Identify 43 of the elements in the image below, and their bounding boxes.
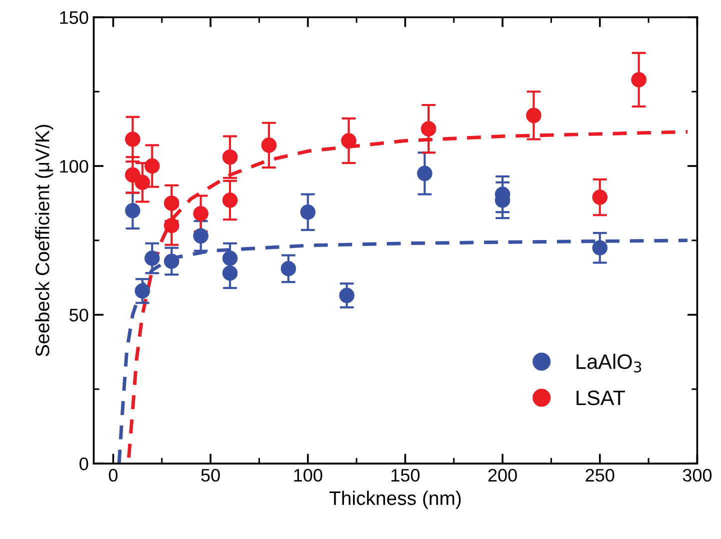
line-series xyxy=(117,238,690,464)
y-axis-title: Seebeck Coefficient (μV/K) xyxy=(35,124,54,356)
point xyxy=(164,218,180,234)
point xyxy=(164,196,180,211)
point xyxy=(280,261,296,276)
x-tick-label: 100 xyxy=(294,468,322,482)
point xyxy=(222,149,238,165)
point xyxy=(222,250,238,266)
x-tick-label: 50 xyxy=(201,468,220,482)
point xyxy=(193,206,208,222)
x-tick-label: 0 xyxy=(108,468,118,482)
point xyxy=(592,240,608,256)
point xyxy=(300,204,316,220)
point xyxy=(526,108,542,124)
point xyxy=(125,203,140,218)
x-tick-label: 300 xyxy=(682,468,712,482)
point xyxy=(134,174,150,190)
point xyxy=(341,133,356,148)
point xyxy=(222,265,238,281)
point xyxy=(125,132,140,147)
legend-label: LaAlO$_{3}$ xyxy=(576,354,642,372)
y-tick-label: 150 xyxy=(60,11,88,24)
x-tick-label: 200 xyxy=(488,468,517,482)
point xyxy=(420,121,436,136)
point xyxy=(144,250,160,266)
point xyxy=(631,72,646,88)
point xyxy=(144,158,160,174)
point xyxy=(592,190,608,205)
y-tick-label: 0 xyxy=(80,457,88,470)
y-tick-label: 100 xyxy=(60,160,88,173)
y-tick-label: 50 xyxy=(70,308,88,322)
x-tick-label: 250 xyxy=(586,468,614,482)
legend-label: LSAT xyxy=(576,390,626,406)
point xyxy=(222,192,238,208)
x-axis-title: Thickness (nm) xyxy=(329,490,461,509)
point xyxy=(193,228,208,244)
point xyxy=(164,254,180,269)
point xyxy=(134,283,150,299)
point xyxy=(417,166,432,182)
point xyxy=(339,288,354,304)
x-tick-label: 150 xyxy=(392,468,420,482)
point xyxy=(125,167,140,183)
point xyxy=(261,138,277,153)
